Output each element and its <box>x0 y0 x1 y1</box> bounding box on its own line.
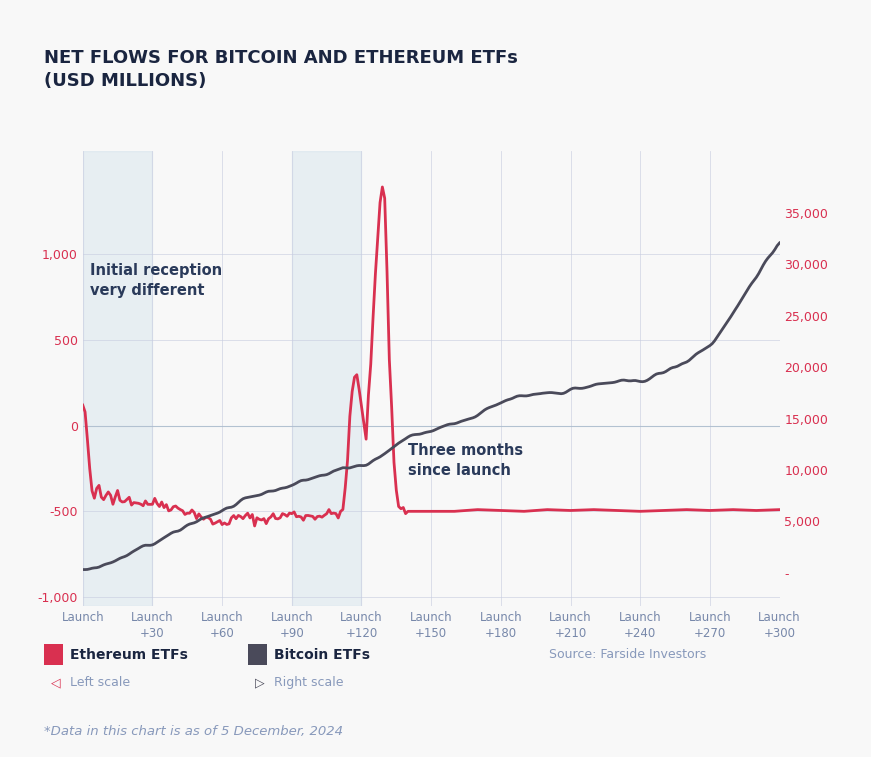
Text: ▷: ▷ <box>255 676 265 690</box>
Text: Left scale: Left scale <box>70 676 130 690</box>
Text: Bitcoin ETFs: Bitcoin ETFs <box>274 648 370 662</box>
Text: *Data in this chart is as of 5 December, 2024: *Data in this chart is as of 5 December,… <box>44 725 342 738</box>
Text: Ethereum ETFs: Ethereum ETFs <box>70 648 187 662</box>
Text: Initial reception
very different: Initial reception very different <box>90 263 222 298</box>
Bar <box>83 151 152 606</box>
Text: Right scale: Right scale <box>274 676 344 690</box>
Text: Source: Farside Investors: Source: Farside Investors <box>549 648 706 662</box>
Text: Three months
since launch: Three months since launch <box>408 443 523 478</box>
Bar <box>292 151 361 606</box>
Text: (USD MILLIONS): (USD MILLIONS) <box>44 72 206 90</box>
Text: NET FLOWS FOR BITCOIN AND ETHEREUM ETFs: NET FLOWS FOR BITCOIN AND ETHEREUM ETFs <box>44 49 517 67</box>
Text: ◁: ◁ <box>51 676 60 690</box>
